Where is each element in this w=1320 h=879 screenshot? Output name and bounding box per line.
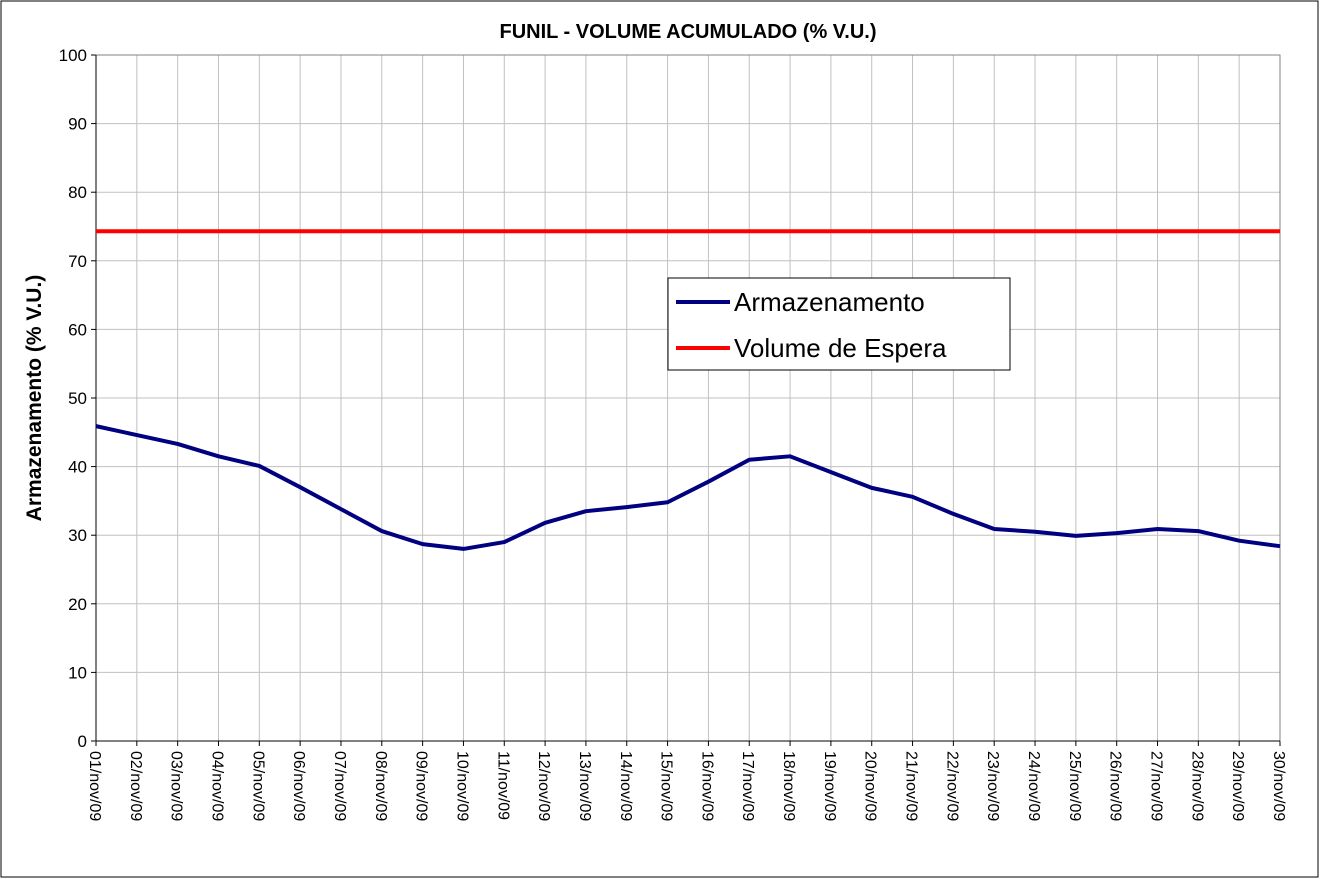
x-tick-label: 10/nov/09 xyxy=(453,751,470,821)
chart-title: FUNIL - VOLUME ACUMULADO (% V.U.) xyxy=(499,21,876,43)
x-tick-label: 26/nov/09 xyxy=(1107,751,1124,821)
y-tick-label: 90 xyxy=(68,115,87,134)
y-tick-label: 10 xyxy=(68,663,87,682)
x-tick-label: 27/nov/09 xyxy=(1148,751,1165,821)
y-axis-label: Armazenamento (% V.U.) xyxy=(23,275,46,522)
x-tick-label: 29/nov/09 xyxy=(1229,751,1246,821)
legend-label: Volume de Espera xyxy=(734,333,947,363)
x-tick-label: 11/nov/09 xyxy=(494,751,511,820)
x-tick-label: 08/nov/09 xyxy=(372,751,389,821)
x-tick-label: 12/nov/09 xyxy=(535,751,552,821)
x-tick-label: 07/nov/09 xyxy=(331,751,348,821)
x-tick-label: 23/nov/09 xyxy=(984,751,1001,821)
x-tick-label: 25/nov/09 xyxy=(1066,751,1083,821)
x-tick-label: 01/nov/09 xyxy=(86,751,103,821)
x-tick-label: 20/nov/09 xyxy=(862,751,879,821)
legend-box xyxy=(667,277,1011,371)
x-tick-label: 17/nov/09 xyxy=(739,751,756,821)
line-series xyxy=(95,424,1281,551)
x-tick-label: 13/nov/09 xyxy=(576,751,593,821)
y-tick-label: 50 xyxy=(68,389,87,408)
x-tick-label: 15/nov/09 xyxy=(658,751,675,821)
x-tick-label: 24/nov/09 xyxy=(1025,751,1042,821)
x-tick-label: 09/nov/09 xyxy=(413,751,430,821)
x-tick-label: 06/nov/09 xyxy=(290,751,307,821)
y-tick-label: 100 xyxy=(59,46,87,65)
legend-label: Armazenamento xyxy=(734,287,925,317)
y-tick-label: 0 xyxy=(78,732,87,751)
x-tick-label: 05/nov/09 xyxy=(249,751,266,821)
y-tick-label: 30 xyxy=(68,526,87,545)
x-tick-label: 19/nov/09 xyxy=(821,751,838,821)
x-tick-label: 28/nov/09 xyxy=(1188,751,1205,821)
x-tick-label: 18/nov/09 xyxy=(780,751,797,821)
x-tick-label: 16/nov/09 xyxy=(698,751,715,821)
y-tick-label: 20 xyxy=(68,595,87,614)
x-tick-label: 03/nov/09 xyxy=(168,751,185,821)
y-tick-label: 40 xyxy=(68,458,87,477)
y-tick-label: 60 xyxy=(68,320,87,339)
x-tick-label: 22/nov/09 xyxy=(943,751,960,821)
x-tick-label: 21/nov/09 xyxy=(903,751,920,821)
x-tick-label: 02/nov/09 xyxy=(127,751,144,821)
x-tick-label: 30/nov/09 xyxy=(1270,751,1287,821)
x-tick-label: 14/nov/09 xyxy=(617,751,634,821)
x-tick-label: 04/nov/09 xyxy=(208,751,225,821)
y-tick-label: 70 xyxy=(68,252,87,271)
y-tick-label: 80 xyxy=(68,183,87,202)
